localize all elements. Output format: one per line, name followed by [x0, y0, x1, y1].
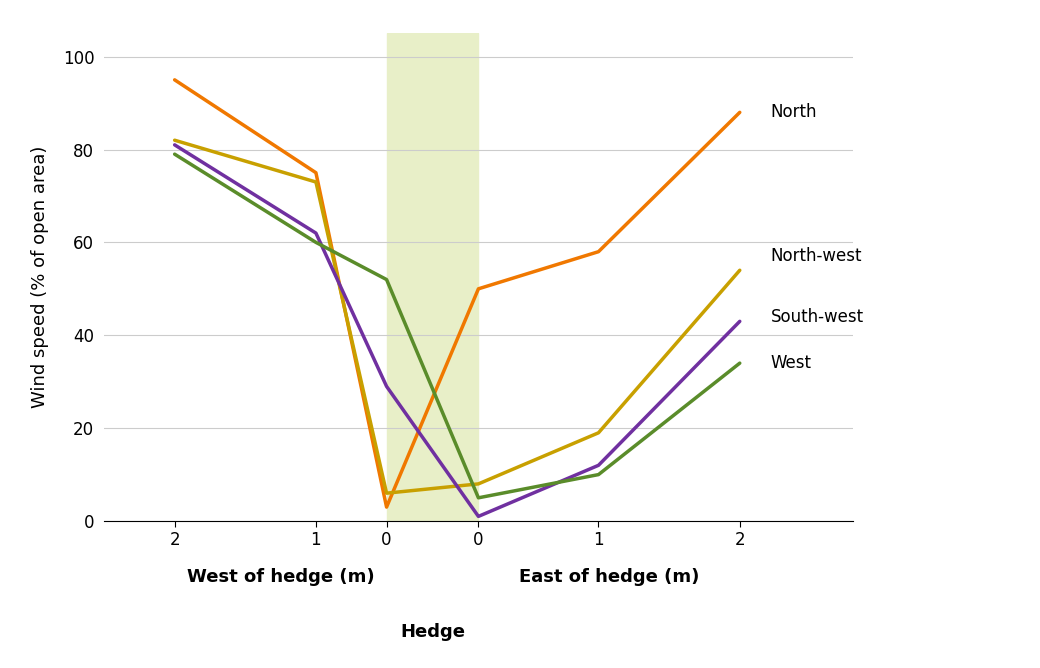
- Text: South-west: South-west: [771, 308, 864, 326]
- Text: West: West: [771, 354, 812, 372]
- Text: North-west: North-west: [771, 247, 862, 265]
- Bar: [387, 33, 478, 521]
- Text: East of hedge (m): East of hedge (m): [519, 568, 699, 586]
- Text: West of hedge (m): West of hedge (m): [187, 568, 374, 586]
- Y-axis label: Wind speed (% of open area): Wind speed (% of open area): [31, 146, 49, 408]
- Text: Hedge: Hedge: [400, 623, 465, 641]
- Text: North: North: [771, 104, 817, 122]
